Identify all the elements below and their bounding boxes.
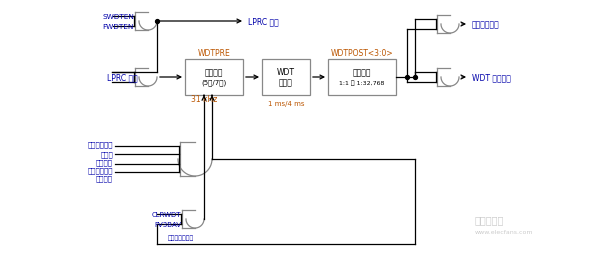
Text: 预分频器: 预分频器 (205, 68, 223, 77)
Text: WDT: WDT (277, 68, 295, 77)
Text: 开模式控制更多: 开模式控制更多 (168, 234, 194, 240)
Text: 空闲模式: 空闲模式 (96, 175, 113, 182)
Text: WDTPOST<3:0>: WDTPOST<3:0> (331, 48, 393, 57)
Text: www.elecfans.com: www.elecfans.com (475, 230, 534, 235)
Text: FV3BAV: FV3BAV (154, 221, 181, 227)
Text: 退出休眠模式: 退出休眠模式 (88, 167, 113, 174)
Bar (262, 60, 310, 96)
Text: LPRC 控制: LPRC 控制 (248, 18, 279, 26)
Text: LPRC 输入: LPRC 输入 (107, 73, 138, 82)
Text: 看门狗: 看门狗 (100, 151, 113, 158)
Text: CLRWDT: CLRWDT (151, 211, 181, 217)
Text: 所有器件复位: 所有器件复位 (88, 141, 113, 148)
Text: SWDTEN: SWDTEN (102, 14, 134, 20)
Text: WDTPRE: WDTPRE (198, 48, 230, 57)
Text: 后分频器: 后分频器 (353, 68, 371, 77)
Text: 计数器: 计数器 (279, 78, 293, 87)
Text: WDT 复位复位: WDT 复位复位 (472, 73, 511, 82)
Bar (185, 60, 243, 96)
Text: 从休眠中唤醒: 从休眠中唤醒 (472, 20, 500, 29)
Text: 定时钟源: 定时钟源 (96, 159, 113, 166)
Text: FWDTEN: FWDTEN (103, 24, 134, 30)
Text: (5位/7位): (5位/7位) (201, 80, 227, 86)
Bar (328, 60, 396, 96)
Text: 31 kHz: 31 kHz (191, 95, 217, 104)
Text: 1 ms/4 ms: 1 ms/4 ms (268, 101, 304, 107)
Text: 电子发烧友: 电子发烧友 (475, 214, 504, 224)
Text: 1:1 至 1:32,768: 1:1 至 1:32,768 (340, 80, 385, 85)
